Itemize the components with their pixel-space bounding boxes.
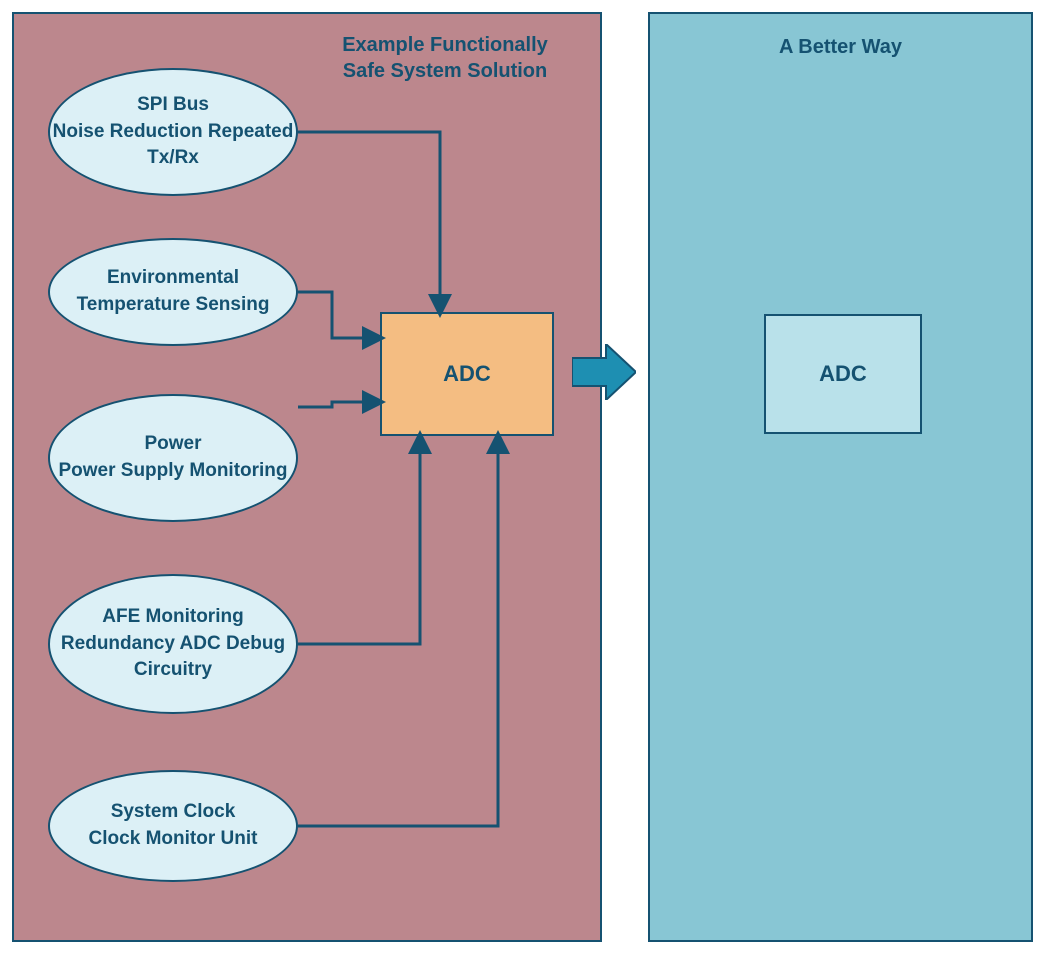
transition-arrow-icon [572, 344, 636, 400]
ellipse-clk: System Clock Clock Monitor Unit [48, 770, 298, 882]
left-panel: Example Functionally Safe System Solutio… [12, 12, 602, 942]
left-panel-title: Example Functionally Safe System Solutio… [320, 32, 570, 84]
ellipse-env-line2: Temperature Sensing [77, 292, 270, 319]
right-panel: A Better Way ADC [648, 12, 1033, 942]
adc-right-label: ADC [819, 361, 867, 387]
ellipse-env-line1: Environmental [107, 265, 239, 292]
right-panel-title: A Better Way [650, 34, 1031, 60]
adc-left-label: ADC [443, 361, 491, 387]
ellipse-afe-line1: AFE Monitoring [102, 604, 243, 631]
ellipse-spi: SPI Bus Noise Reduction Repeated Tx/Rx [48, 68, 298, 196]
ellipse-afe-line2: Redundancy ADC Debug Circuitry [50, 631, 296, 684]
ellipse-clk-line2: Clock Monitor Unit [89, 826, 258, 853]
ellipse-pwr-line2: Power Supply Monitoring [58, 458, 287, 485]
ellipse-pwr-line1: Power [144, 431, 201, 458]
ellipse-pwr: Power Power Supply Monitoring [48, 394, 298, 522]
adc-left: ADC [380, 312, 554, 436]
adc-right: ADC [764, 314, 922, 434]
ellipse-spi-line1: SPI Bus [137, 92, 209, 119]
ellipse-env: Environmental Temperature Sensing [48, 238, 298, 346]
ellipse-clk-line1: System Clock [111, 799, 236, 826]
ellipse-afe: AFE Monitoring Redundancy ADC Debug Circ… [48, 574, 298, 714]
ellipse-spi-line2: Noise Reduction Repeated Tx/Rx [50, 119, 296, 172]
